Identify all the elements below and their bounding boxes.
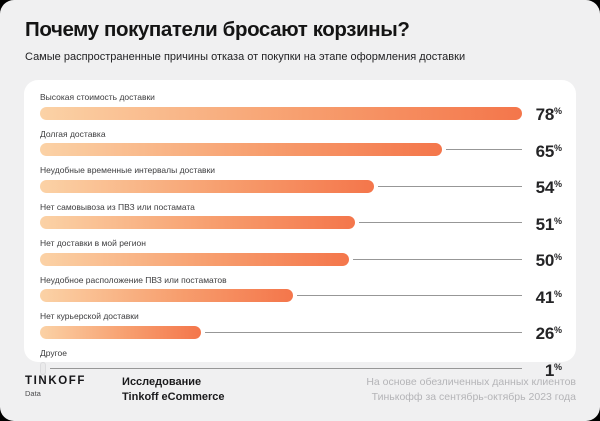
chart-row: Долгая доставка 65% — [40, 128, 562, 161]
bar-value: 26 — [535, 324, 555, 343]
bar-track — [40, 289, 522, 302]
page-subtitle: Самые распространенные причины отказа от… — [25, 51, 466, 63]
bar-category-label: Высокая стоимость доставки — [40, 92, 155, 102]
bar — [40, 179, 374, 193]
bar-value: 78 — [535, 105, 555, 124]
bar — [40, 143, 442, 156]
bar-category-label: Нет курьерской доставки — [40, 311, 139, 321]
bar-category-label: Нет доставки в мой регион — [40, 238, 146, 248]
research-credit-line2: Tinkoff eCommerce — [122, 391, 225, 403]
chart-card: Высокая стоимость доставки 78% Долгая до… — [24, 80, 576, 379]
data-source-note-line2: Тинькофф за сентябрь-октябрь 2023 года — [371, 391, 576, 403]
data-source-note-line1: На основе обезличенных данных клиентов — [366, 376, 576, 388]
chart-row: Нет самовывоза из ПВЗ или постамата 51% — [40, 201, 562, 234]
bar-chart: Высокая стоимость доставки 78% Долгая до… — [40, 92, 562, 380]
percent-sign: % — [553, 325, 562, 335]
bar-value: 54 — [535, 178, 555, 197]
bar-value-label: 78% — [526, 105, 562, 124]
percent-sign: % — [553, 288, 562, 299]
bar — [40, 252, 349, 266]
header: Почему покупатели бросают корзины? Самые… — [0, 0, 600, 64]
percent-sign: % — [553, 179, 562, 189]
bar-category-label: Долгая доставка — [40, 128, 106, 139]
percent-sign: % — [553, 252, 562, 262]
page-title: Почему покупатели бросают корзины? — [25, 18, 410, 41]
bar-track — [40, 106, 522, 120]
bar-value-label: 26% — [526, 324, 562, 343]
bar-value: 1 — [544, 360, 554, 380]
chart-row: Неудобные временные интервалы доставки 5… — [40, 165, 562, 197]
connector-line — [359, 222, 522, 223]
percent-sign: % — [553, 215, 562, 226]
bar-track — [40, 179, 522, 193]
connector-line — [50, 368, 522, 369]
bar-track — [40, 252, 522, 266]
bar-track — [40, 143, 522, 156]
bar — [40, 289, 294, 302]
bar-category-label: Неудобное расположение ПВЗ или постамато… — [40, 274, 227, 285]
chart-row: Нет курьерской доставки 26% — [40, 311, 562, 343]
percent-sign: % — [553, 142, 562, 153]
bar-category-label: Нет самовывоза из ПВЗ или постамата — [40, 201, 195, 212]
bar-value: 50 — [535, 251, 555, 270]
research-credit: Исследование Tinkoff eCommerce — [122, 375, 225, 405]
connector-line — [377, 185, 522, 187]
bar-value: 41 — [535, 287, 555, 307]
connector-line — [297, 295, 522, 296]
bar — [40, 362, 47, 375]
connector-line — [204, 331, 522, 333]
data-source-note: На основе обезличенных данных клиентов Т… — [366, 375, 576, 405]
bar-value: 65 — [535, 141, 555, 161]
percent-sign: % — [553, 106, 562, 116]
chart-row: Высокая стоимость доставки 78% — [40, 92, 562, 124]
bar-value-label: 54% — [526, 178, 562, 197]
bar — [40, 216, 356, 229]
logo-wordmark: TINKOFF — [25, 375, 87, 387]
bar-value: 51 — [535, 214, 555, 234]
logo-data-label: Data — [25, 389, 41, 398]
connector-line — [445, 149, 522, 150]
bar — [40, 106, 522, 120]
bar-track — [40, 362, 522, 375]
footer: TINKOFF Data Исследование Tinkoff eComme… — [0, 362, 600, 405]
connector-line — [352, 258, 522, 260]
bar-value-label: 1% — [526, 360, 562, 380]
bar-track — [40, 325, 522, 339]
bar-track — [40, 216, 522, 229]
chart-row: Другое 1% — [40, 347, 562, 380]
bar-value-label: 51% — [526, 214, 562, 234]
tinkoff-data-logo: TINKOFF Data — [25, 375, 86, 398]
research-credit-line1: Исследование — [122, 376, 202, 388]
chart-row: Неудобное расположение ПВЗ или постамато… — [40, 274, 562, 307]
bar-category-label: Неудобные временные интервалы доставки — [40, 165, 216, 175]
bar-value-label: 65% — [526, 141, 562, 161]
chart-row: Нет доставки в мой регион 50% — [40, 238, 562, 270]
bar-value-label: 41% — [526, 287, 562, 307]
bar-value-label: 50% — [526, 251, 562, 270]
bar-category-label: Другое — [40, 347, 68, 358]
percent-sign: % — [553, 361, 562, 372]
bar — [40, 325, 201, 339]
